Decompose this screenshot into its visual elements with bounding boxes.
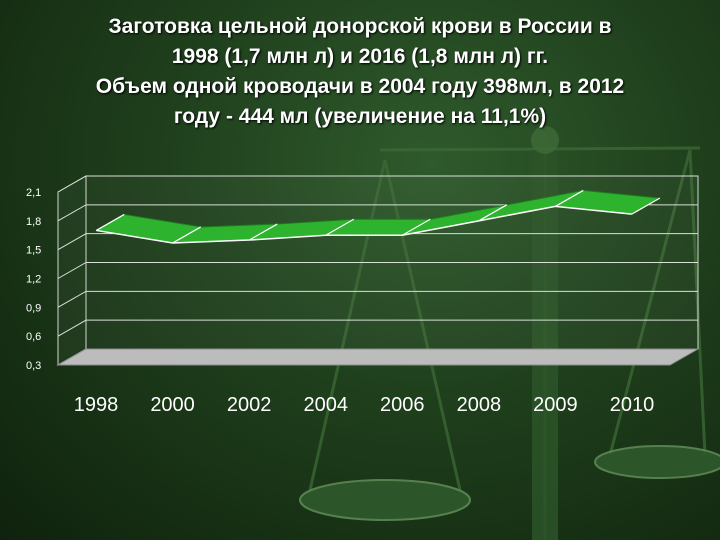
- gridline: [57, 204, 698, 222]
- x-tick-label: 2010: [610, 394, 655, 416]
- x-tick-label: 2008: [457, 394, 502, 416]
- y-tick-label: 0,6: [26, 331, 41, 343]
- gridline: [57, 175, 698, 193]
- y-tick-label: 0,9: [26, 302, 41, 314]
- data-point: [631, 197, 661, 215]
- gridline: [57, 262, 698, 279]
- x-tick-label: 2004: [303, 394, 348, 416]
- gridline: [57, 319, 698, 337]
- x-tick-label: 2002: [227, 394, 272, 416]
- x-tick-label: 2009: [533, 394, 578, 416]
- slide-title: Заготовка цельной донорской крови в Росс…: [0, 12, 720, 132]
- y-tick-label: 2,1: [26, 187, 41, 199]
- gridline: [57, 233, 698, 251]
- y-tick-label: 1,5: [26, 245, 41, 257]
- x-tick-label: 2000: [150, 394, 195, 416]
- title-line-3: Объем одной кроводачи в 2004 году 398мл,…: [95, 75, 625, 98]
- y-tick-label: 0,3: [26, 360, 41, 372]
- data-point: [248, 223, 278, 241]
- x-tick-label: 2006: [380, 394, 425, 416]
- series-line: [96, 205, 632, 244]
- title-line-4: году - 444 мл (увеличение на 11,1%): [173, 105, 547, 128]
- data-point: [554, 189, 584, 207]
- data-point: [325, 218, 355, 236]
- data-ribbon: [94, 189, 662, 244]
- gridline: [57, 290, 698, 308]
- data-point: [401, 218, 431, 236]
- y-tick-label: 1,2: [26, 274, 41, 286]
- data-point: [172, 226, 202, 244]
- data-point: [95, 213, 125, 231]
- title-line-2: 1998 (1,7 млн л) и 2016 (1,8 млн л) гг.: [171, 45, 549, 68]
- x-tick-label: 1998: [74, 394, 119, 416]
- y-tick-label: 1,8: [26, 216, 41, 228]
- y-axis-ticks: 2,1 1,8 1,5 1,2 0,9 0,6 0,3: [26, 187, 41, 372]
- x-axis-ticks: 1998 2000 2002 2004 2006 2008 2009 2010: [74, 394, 655, 416]
- floor-plane: [56, 348, 700, 366]
- chart-floor: [56, 348, 700, 366]
- title-line-1: Заготовка цельной донорской крови в Росс…: [108, 15, 612, 38]
- data-point: [478, 204, 508, 222]
